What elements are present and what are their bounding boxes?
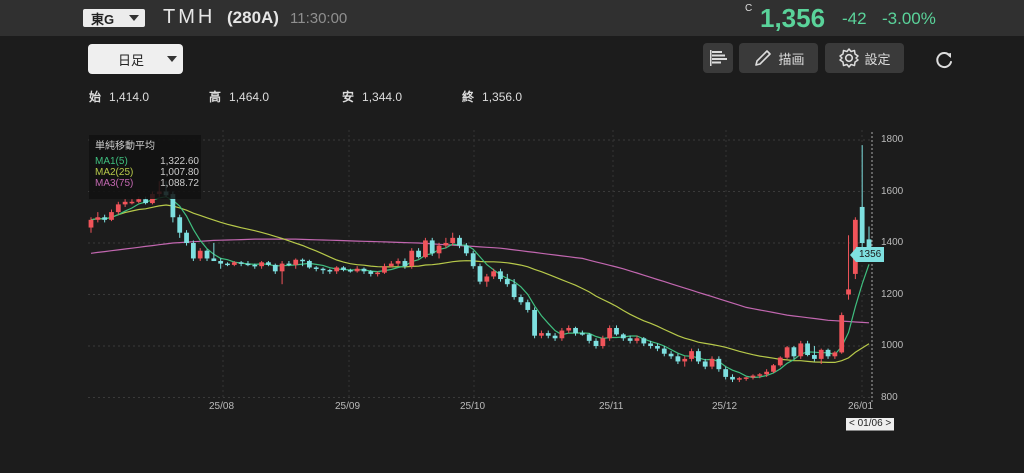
y-axis-label: 1600 — [881, 185, 904, 197]
draw-label: 描画 — [778, 51, 805, 67]
x-axis-label: 25/08 — [209, 401, 235, 412]
y-axis-label: 800 — [881, 391, 898, 403]
gear-icon — [839, 48, 860, 68]
ohlc-open: 始 1,414.0 — [89, 90, 150, 104]
y-axis-label: 1000 — [881, 340, 904, 351]
pencil-icon — [755, 50, 772, 66]
ticker-code: (280A) — [227, 8, 279, 27]
indicator-list-button[interactable] — [703, 43, 733, 73]
settings-label: 設定 — [864, 51, 891, 67]
price-change: -42 — [842, 9, 867, 28]
market-select[interactable]: 東G — [83, 9, 145, 27]
legend-ma3: MA3(75) 1,088.72 — [95, 178, 199, 189]
draw-button[interactable]: 描画 — [739, 43, 818, 73]
tag-arrow-icon — [850, 247, 856, 262]
dropdown-arrow-icon — [167, 56, 177, 62]
price-change-pct: -3.00% — [882, 9, 936, 28]
ohlc-close: 終 1,356.0 — [462, 90, 523, 104]
last-price-tag: 1356 — [850, 247, 885, 262]
x-axis-label: 25/10 — [460, 401, 486, 412]
top-bar: 東G TMH (280A) 11:30:00 C 1,356 -42 -3.00… — [0, 0, 1024, 36]
x-axis-label: 25/09 — [335, 401, 361, 412]
refresh-icon[interactable] — [932, 48, 956, 72]
x-axis-label: 25/12 — [712, 401, 738, 412]
y-axis-label: 1400 — [881, 237, 904, 248]
date-cursor-marker[interactable]: < 01/06 > — [846, 418, 895, 431]
legend-title: 単純移動平均 — [95, 141, 155, 152]
ohlc-low: 安 1,344.0 — [342, 90, 403, 104]
legend-ma2: MA2(25) 1,007.80 — [95, 167, 199, 178]
bar-list-icon — [710, 50, 727, 66]
period-label: 日足 — [118, 52, 145, 68]
y-axis-label: 1200 — [881, 288, 904, 300]
y-axis-label: 1800 — [881, 134, 904, 145]
period-select[interactable]: 日足 — [88, 44, 183, 74]
x-axis-label: 26/01 — [848, 401, 874, 412]
quote-time: 11:30:00 — [290, 10, 348, 27]
dropdown-arrow-icon — [129, 15, 139, 21]
settings-button[interactable]: 設定 — [825, 43, 904, 73]
current-price: 1,356 — [760, 3, 826, 33]
ticker-name: TMH — [163, 6, 216, 28]
market-label: 東G — [91, 11, 115, 27]
ohlc-high: 高 1,464.0 — [209, 90, 270, 104]
x-axis-label: 25/11 — [599, 401, 624, 412]
moving-average-legend: 単純移動平均 MA1(5) 1,322.60 MA2(25) 1,007.80 MA… — [89, 135, 201, 199]
close-indicator: C — [745, 3, 753, 14]
legend-ma1: MA1(5) 1,322.60 — [95, 156, 199, 167]
candlestick-chart[interactable] — [0, 120, 1024, 420]
